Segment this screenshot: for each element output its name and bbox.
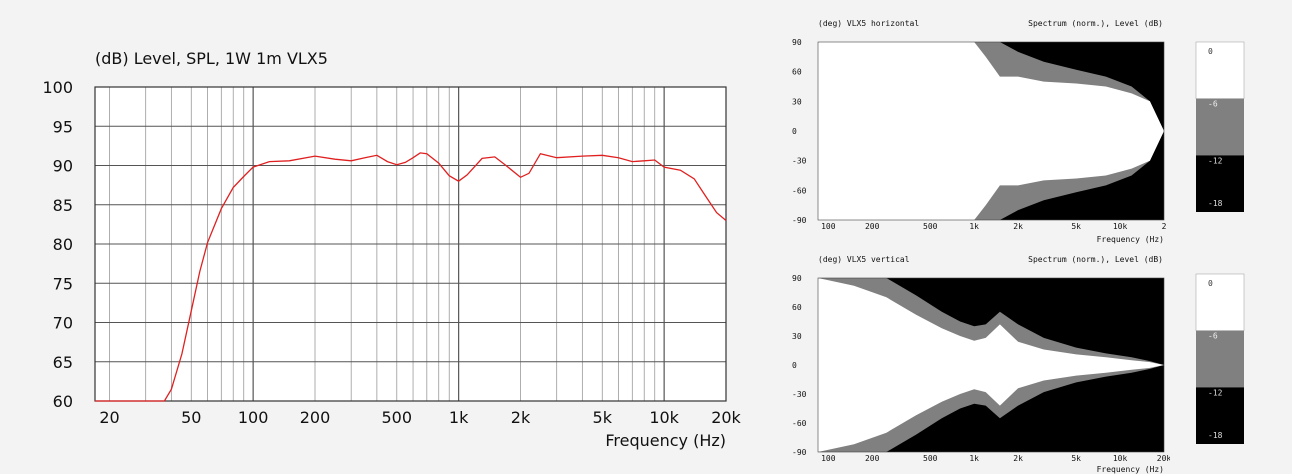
v-y-tick-label: -30 <box>792 390 807 399</box>
h-x-tick-label: 1k <box>969 222 979 231</box>
legend-label: -12 <box>1208 388 1223 397</box>
vertical-contour-map <box>817 277 1165 453</box>
v-y-tick-label: 0 <box>792 361 797 370</box>
legend-swatch-minus6 <box>1196 330 1244 388</box>
spl-plot-border <box>94 86 727 402</box>
legend-swatch-0db <box>1195 273 1245 331</box>
h-x-tick-label: 10k <box>1113 222 1128 231</box>
h-plot-border <box>817 41 1165 221</box>
horizontal-title: (deg) VLX5 horizontal <box>818 19 919 28</box>
h-y-tick-label: 30 <box>792 97 802 106</box>
spl-title: (dB) Level, SPL, 1W 1m VLX5 <box>95 49 328 68</box>
horizontal-y-ticks: 90 60 30 0 -30 -60 -90 <box>792 38 807 225</box>
spl-y-ticks: 60 65 70 75 80 85 90 95 100 <box>42 78 73 411</box>
spl-x-tick-label: 1k <box>449 408 469 427</box>
h-x-tick-label: 5k <box>1071 222 1081 231</box>
horizontal-xlabel: Frequency (Hz) <box>1097 235 1164 244</box>
v-x-tick-label: 5k <box>1071 454 1081 463</box>
spl-y-tick-label: 80 <box>53 235 73 254</box>
horizontal-level-legend: 0 -6 -12 -18 <box>1195 41 1245 212</box>
spl-x-tick-label: 2k <box>511 408 531 427</box>
h-y-tick-label: -90 <box>792 216 807 225</box>
spl-y-tick-label: 60 <box>53 392 73 411</box>
legend-swatch-0db <box>1195 41 1245 99</box>
legend-label: 0 <box>1208 279 1213 288</box>
horizontal-subtitle: Spectrum (norm.), Level (dB) <box>1028 19 1163 28</box>
spl-frame <box>94 86 727 402</box>
v-plot-border <box>817 277 1165 453</box>
spl-x-tick-label: 10k <box>649 408 679 427</box>
spl-x-ticks: 20 50 100 200 500 1k 2k 5k 10k 20k <box>99 408 741 427</box>
h-y-tick-label: -30 <box>792 157 807 166</box>
legend-label: -6 <box>1208 100 1218 109</box>
spl-x-tick-label: 20 <box>99 408 119 427</box>
h-x-tick-label: 2k <box>1013 222 1023 231</box>
vertical-title: (deg) VLX5 vertical <box>818 255 910 264</box>
spl-y-tick-label: 100 <box>42 78 73 97</box>
v-x-tick-label: 20k <box>1157 454 1170 463</box>
v-y-tick-label: -90 <box>792 448 807 457</box>
legend-swatch-minus12 <box>1196 155 1244 212</box>
spl-xlabel: Frequency (Hz) <box>605 431 726 450</box>
vertical-subtitle: Spectrum (norm.), Level (dB) <box>1028 255 1163 264</box>
spl-series-line <box>95 152 727 402</box>
legend-label: 0 <box>1208 47 1213 56</box>
spl-x-tick-label: 500 <box>382 408 413 427</box>
vertical-x-ticks: 100 200 500 1k 2k 5k 10k 20k <box>821 454 1170 463</box>
legend-label: -18 <box>1208 431 1223 440</box>
spl-x-tick-label: 20k <box>711 408 741 427</box>
h-y-tick-label: 60 <box>792 68 802 77</box>
h-region-0db <box>818 42 1164 220</box>
spl-y-tick-label: 95 <box>53 117 73 136</box>
h-y-tick-label: 90 <box>792 38 802 47</box>
v-y-tick-label: 30 <box>792 332 802 341</box>
vertical-level-legend: 0 -6 -12 -18 <box>1195 273 1245 444</box>
h-x-tick-label: 200 <box>865 222 880 231</box>
horizontal-contour-map <box>817 41 1165 221</box>
spl-y-tick-label: 90 <box>53 157 73 176</box>
v-region-0db <box>818 278 1164 452</box>
spl-grid <box>95 86 726 402</box>
horizontal-x-ticks: 100 200 500 1k 2k 5k 10k 2 <box>821 222 1167 231</box>
v-y-tick-label: 60 <box>792 303 802 312</box>
spl-y-tick-label: 70 <box>53 314 73 333</box>
spl-y-tick-label: 75 <box>53 274 73 293</box>
v-x-tick-label: 500 <box>923 454 938 463</box>
spl-y-tick-label: 85 <box>53 196 73 215</box>
spl-x-tick-label: 50 <box>181 408 201 427</box>
v-x-tick-label: 100 <box>821 454 836 463</box>
spl-x-tick-label: 200 <box>300 408 331 427</box>
spl-chart: (dB) Level, SPL, 1W 1m VLX5 60 65 70 75 80 85… <box>42 49 742 450</box>
h-x-tick-label: 2 <box>1162 222 1167 231</box>
h-y-tick-label: 0 <box>792 127 797 136</box>
h-x-tick-label: 500 <box>923 222 938 231</box>
h-y-tick-label: -60 <box>792 186 807 195</box>
vertical-directivity-chart: (deg) VLX5 vertical Spectrum (norm.), Le… <box>792 255 1170 474</box>
spl-y-tick-label: 65 <box>53 353 73 372</box>
v-x-tick-label: 2k <box>1013 454 1023 463</box>
v-x-tick-label: 200 <box>865 454 880 463</box>
v-x-tick-label: 10k <box>1113 454 1128 463</box>
spl-x-tick-label: 100 <box>238 408 269 427</box>
legend-label: -18 <box>1208 199 1223 208</box>
legend-swatch-minus12 <box>1196 387 1244 444</box>
horizontal-directivity-chart: (deg) VLX5 horizontal Spectrum (norm.), … <box>792 19 1167 244</box>
legend-label: -12 <box>1208 156 1223 165</box>
legend-swatch-minus6 <box>1196 98 1244 156</box>
v-y-tick-label: 90 <box>792 274 802 283</box>
legend-label: -6 <box>1208 332 1218 341</box>
spl-x-tick-label: 5k <box>593 408 613 427</box>
v-y-tick-label: -60 <box>792 419 807 428</box>
h-x-tick-label: 100 <box>821 222 836 231</box>
vertical-xlabel: Frequency (Hz) <box>1097 465 1164 474</box>
v-x-tick-label: 1k <box>969 454 979 463</box>
vertical-y-ticks: 90 60 30 0 -30 -60 -90 <box>792 274 807 457</box>
